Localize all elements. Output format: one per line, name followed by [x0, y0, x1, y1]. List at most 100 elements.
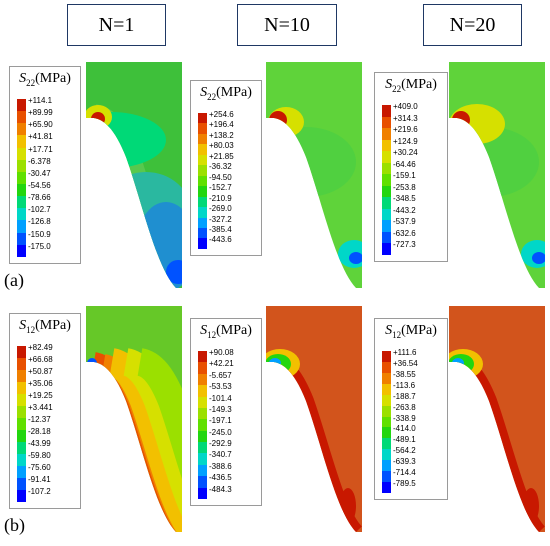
legend-r1-c3: S22(MPa) +409.0 +314.3 +219.6 +124.9 +30.24 -6…: [374, 72, 448, 262]
contour-zone: [532, 252, 545, 264]
legend-unit: (MPa): [401, 323, 437, 338]
color-bar-segment: [17, 490, 26, 502]
color-bar-segment: [17, 159, 26, 172]
legend-tick-label: -159.1: [393, 171, 416, 181]
legend-tick-label: -152.7: [209, 183, 232, 193]
color-bar-segment: [198, 419, 207, 431]
legend-tick-label: -414.0: [393, 424, 416, 434]
color-bar-segment: [17, 382, 26, 394]
contour-zone: [449, 104, 505, 144]
color-bar-segment: [198, 476, 207, 488]
color-bar-segment: [198, 133, 207, 145]
legend-tick-label: -489.1: [393, 435, 416, 445]
legend-subscript: 22: [207, 91, 217, 102]
legend-tick-label: +41.81: [28, 132, 53, 142]
color-bar-segment: [382, 208, 391, 221]
color-bar-segment: [198, 362, 207, 374]
legend-unit: (MPa): [35, 318, 71, 333]
legend-tick-label: +80.03: [209, 141, 234, 151]
color-bar-segment: [198, 407, 207, 420]
legend-tick-label: +21.85: [209, 151, 234, 161]
legend-tick-label: +314.3: [393, 113, 418, 123]
legend-title: S12(MPa): [375, 323, 447, 340]
color-bar-segment: [382, 116, 391, 129]
legend-tick-label: -78.66: [28, 193, 51, 203]
legend-tick-label: -632.6: [393, 228, 416, 238]
legend-tick-label: +82.49: [28, 343, 53, 352]
legend-symbol: S: [385, 323, 393, 338]
legend-tick-label: -348.5: [393, 194, 416, 204]
legend-tick-label: -443.6: [209, 235, 232, 245]
legend-tick-label: -564.2: [393, 446, 416, 456]
legend-tick-label: +89.99: [28, 108, 53, 118]
legend-subscript: 22: [26, 77, 36, 88]
legend-ticks: +114.1 +89.99 +65.90 +41.81 +17.71 -6.378 -30.…: [28, 96, 53, 255]
legend-tick-label: +114.1: [28, 96, 53, 105]
legend-tick-label: -94.50: [209, 172, 232, 182]
color-bar-segment: [382, 449, 391, 461]
legend-tick-label: -210.9: [209, 193, 232, 203]
color-bar-segment: [198, 165, 207, 176]
color-bar-segment: [198, 430, 207, 442]
contour-plot-r1-c2: [266, 62, 362, 288]
color-bar-segment: [382, 383, 391, 395]
color-bar-segment: [382, 220, 391, 232]
legend-tick-label: +42.21: [209, 359, 234, 369]
row-label-a: (a): [4, 270, 24, 290]
legend-tick-label: -639.3: [393, 457, 416, 467]
color-bar-segment: [198, 442, 207, 454]
legend-tick-label: -38.55: [393, 369, 416, 379]
legend-tick-label: -36.32: [209, 162, 232, 172]
color-bar-segment: [17, 418, 26, 430]
color-bar-segment: [382, 162, 391, 175]
legend-tick-label: +66.68: [28, 355, 53, 364]
color-bar-segment: [17, 123, 26, 136]
color-bar-segment: [17, 346, 26, 358]
legend-tick-label: +30.24: [393, 148, 418, 158]
legend-tick-label: -12.37: [28, 415, 51, 424]
legend-tick-label: -188.7: [393, 391, 416, 401]
color-bar-segment: [198, 196, 207, 208]
color-bar-segment: [198, 144, 207, 155]
legend-unit: (MPa): [35, 71, 71, 86]
color-bar-segment: [198, 113, 207, 124]
color-bar-segment: [17, 406, 26, 418]
color-bar-segment: [17, 358, 26, 370]
contour-zone: [87, 358, 97, 368]
legend-tick-label: +196.4: [209, 120, 234, 130]
legend-tick-label: -714.4: [393, 468, 416, 478]
contour-zone: [340, 488, 356, 524]
legend-tick-label: -28.18: [28, 427, 51, 436]
color-bar-segment: [382, 151, 391, 163]
color-bar-segment: [17, 147, 26, 160]
legend-tick-label: -175.0: [28, 241, 51, 251]
color-bar-segment: [17, 442, 26, 454]
legend-ticks: +90.08 +42.21 -5.657 -53.53 -101.4 -149.3 -197…: [209, 348, 234, 497]
contour-zone: [523, 488, 539, 524]
legend-tick-label: +35.06: [28, 379, 53, 388]
legend-title: S12(MPa): [10, 318, 80, 335]
color-bar-segment: [17, 111, 26, 124]
legend-tick-label: +111.6: [393, 348, 417, 357]
legend-unit: (MPa): [401, 77, 437, 92]
legend-tick-label: +219.6: [393, 125, 418, 135]
color-bar-segment: [17, 430, 26, 442]
legend-ticks: +409.0 +314.3 +219.6 +124.9 +30.24 -64.46 -159…: [393, 103, 418, 253]
contour-plot-r1-c1: [86, 62, 182, 288]
legend-tick-label: -727.3: [393, 240, 416, 250]
color-bar-segment: [17, 99, 26, 112]
color-bar-segment: [382, 231, 391, 244]
color-bar-segment: [17, 370, 26, 382]
color-bar-segment: [198, 207, 207, 218]
column-header-n10: N=10: [237, 4, 337, 46]
color-bar-segment: [198, 373, 207, 386]
legend-tick-label: -43.99: [28, 439, 51, 448]
contour-zone: [269, 358, 281, 368]
legend-subscript: 12: [26, 324, 36, 335]
color-bar-segment: [198, 453, 207, 465]
legend-symbol: S: [19, 71, 27, 86]
legend-tick-label: +254.6: [209, 110, 234, 119]
legend-tick-label: -91.41: [28, 475, 51, 484]
legend-tick-label: -150.9: [28, 229, 51, 239]
